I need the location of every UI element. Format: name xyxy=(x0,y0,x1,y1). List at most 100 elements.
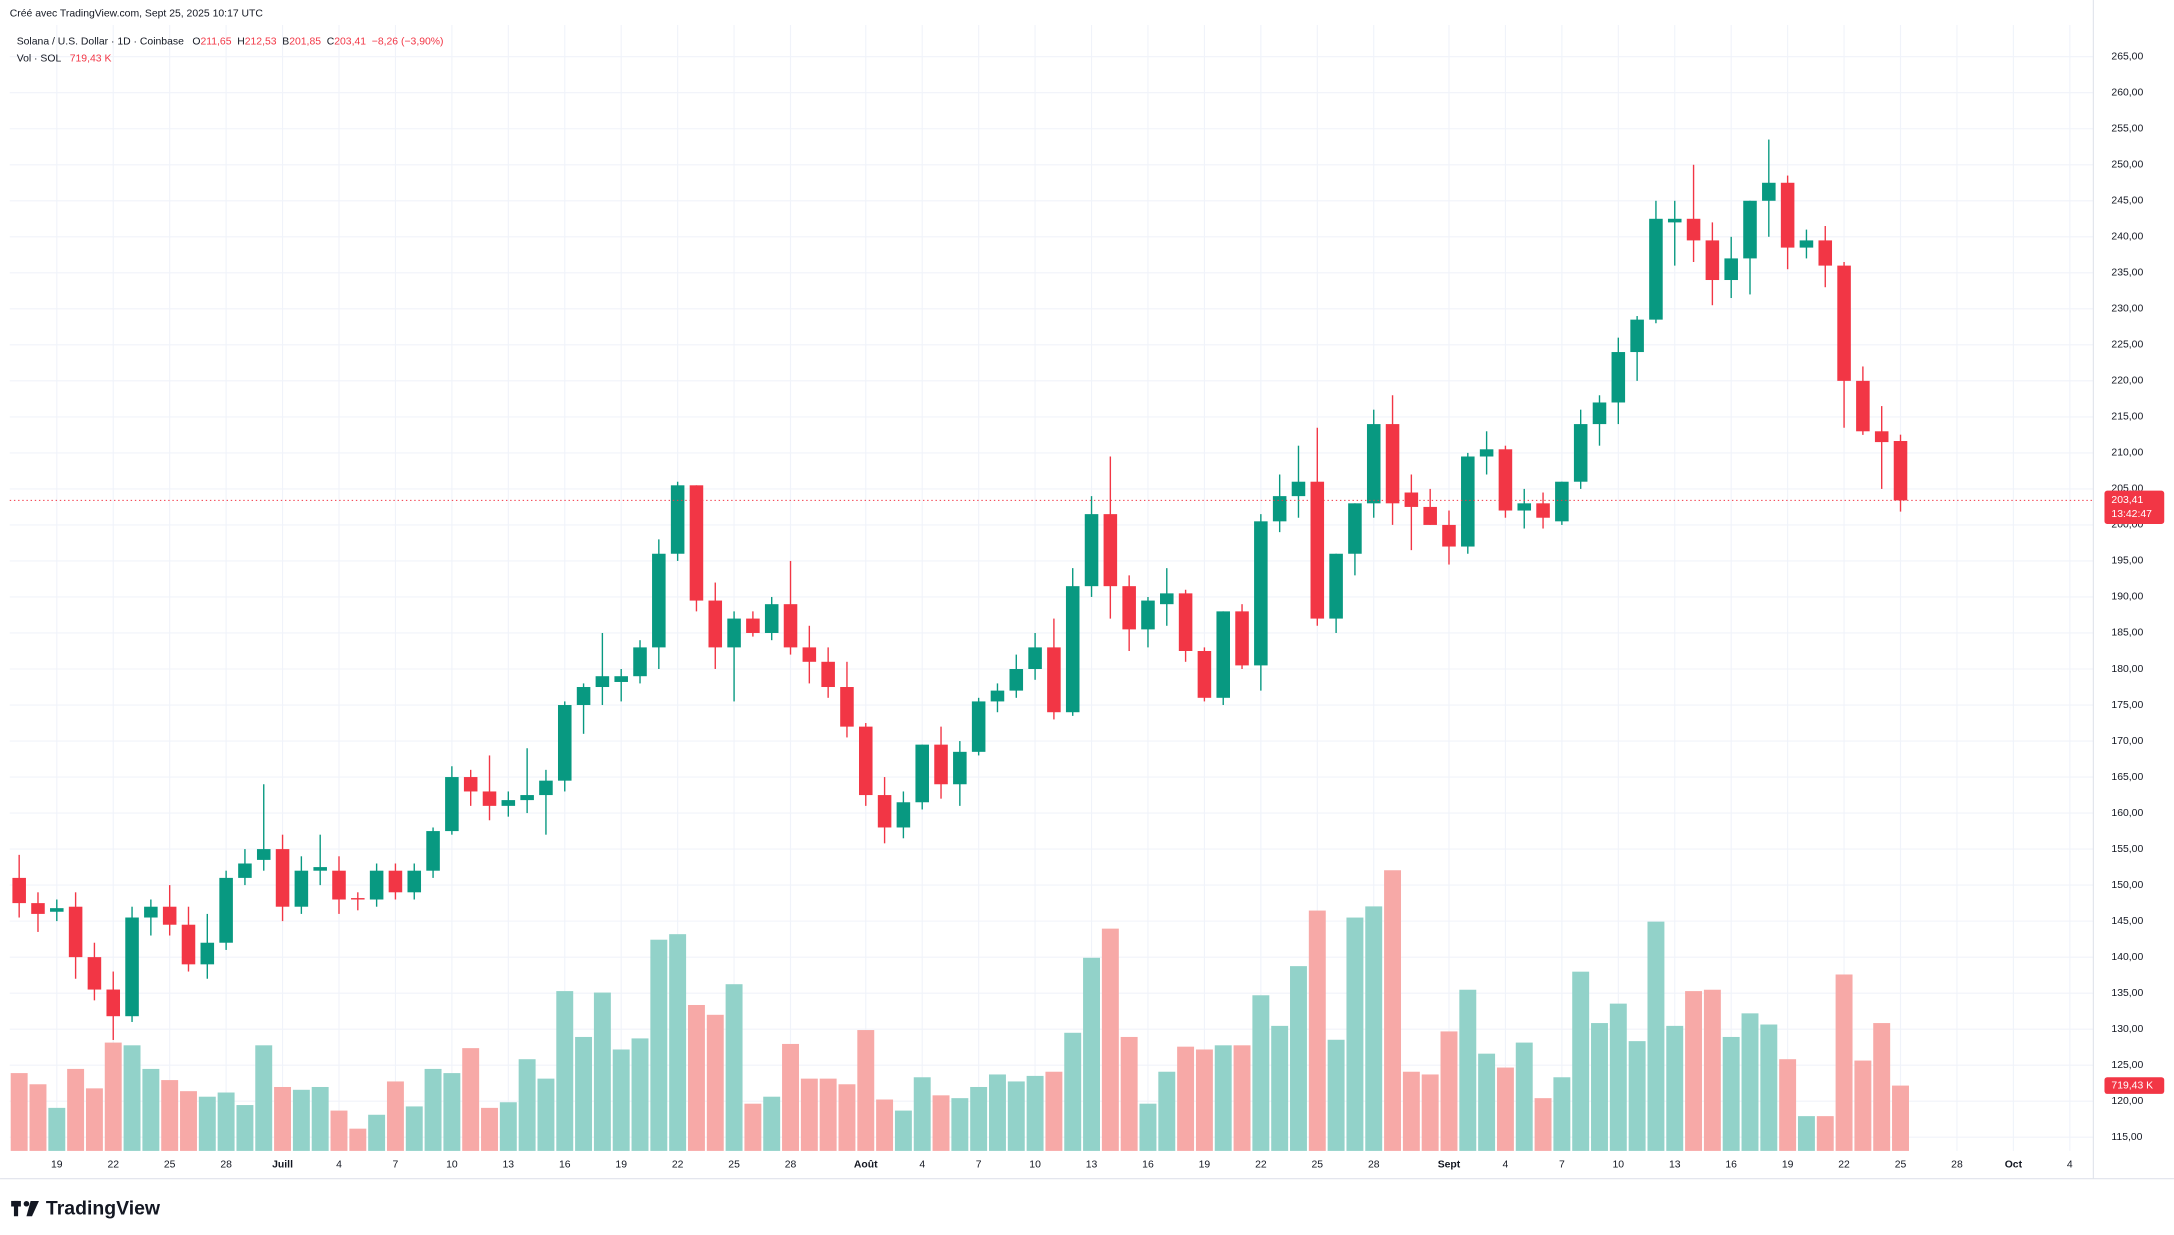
volume-bar xyxy=(1647,921,1665,1151)
volume-bar xyxy=(876,1099,894,1151)
x-tick-label: 19 xyxy=(51,1160,63,1171)
candle-body xyxy=(1047,647,1061,713)
candle-body xyxy=(896,802,911,828)
volume-bar xyxy=(819,1078,837,1151)
legend: Solana / U.S. Dollar · 1D · Coinbase O21… xyxy=(17,36,444,47)
candle-body xyxy=(426,831,440,871)
brand: TradingView xyxy=(46,1197,161,1219)
y-tick-label: 135,00 xyxy=(2111,988,2143,999)
candle-body xyxy=(1084,514,1099,587)
volume-bar xyxy=(537,1078,555,1151)
volume-bar xyxy=(1421,1074,1439,1151)
candle-body xyxy=(915,744,929,803)
volume-bar xyxy=(631,1038,649,1151)
volume-bar xyxy=(1346,917,1364,1151)
candle-body xyxy=(990,690,1005,702)
volume-bar xyxy=(462,1048,480,1151)
volume-bar xyxy=(1327,1039,1345,1151)
volume-bar xyxy=(1591,1023,1608,1151)
candle-body xyxy=(181,924,196,965)
volume-bar xyxy=(744,1103,762,1151)
candle-body xyxy=(219,877,233,943)
volume-bar xyxy=(1064,1032,1082,1151)
volume-bar xyxy=(405,1106,423,1151)
x-tick-label: 7 xyxy=(393,1160,399,1171)
volume-bar xyxy=(180,1091,197,1151)
created-note: Créé avec TradingView.com, Sept 25, 2025… xyxy=(10,9,264,20)
volume-bar xyxy=(1365,906,1383,1151)
candle-body xyxy=(1160,593,1174,605)
candle-body xyxy=(1536,503,1550,518)
candle-body xyxy=(463,777,478,792)
volume-bar xyxy=(161,1080,179,1151)
volume-bar xyxy=(1214,1045,1232,1151)
candle-body xyxy=(953,751,967,785)
candle-body xyxy=(614,676,628,682)
candle-body xyxy=(256,849,271,860)
y-tick-label: 230,00 xyxy=(2111,304,2143,315)
volume-name: Vol · SOL xyxy=(17,53,62,64)
volume-bar xyxy=(1760,1024,1778,1151)
y-tick-label: 155,00 xyxy=(2111,844,2143,855)
volume-bar xyxy=(10,1073,28,1151)
candle-body xyxy=(1630,319,1644,353)
candle-body xyxy=(652,553,666,648)
volume-bar xyxy=(67,1068,85,1151)
candle-body xyxy=(50,908,64,912)
y-tick-label: 140,00 xyxy=(2111,952,2143,963)
candle-body xyxy=(1461,456,1475,547)
y-tick-label: 130,00 xyxy=(2111,1024,2143,1035)
candle-body xyxy=(1197,650,1212,698)
y-tick-label: 175,00 xyxy=(2111,700,2143,711)
x-tick-label: 28 xyxy=(220,1160,232,1171)
x-tick-label: 13 xyxy=(1086,1160,1098,1171)
volume-bar xyxy=(1741,1013,1759,1151)
volume-bar xyxy=(1045,1071,1063,1151)
volume-bar xyxy=(142,1068,160,1151)
candle-body xyxy=(1856,380,1870,432)
candle-body xyxy=(1310,481,1325,619)
y-tick-label: 255,00 xyxy=(2111,123,2143,134)
change: −8,26 (−3,90%) xyxy=(372,36,444,47)
candle-body xyxy=(1686,218,1701,241)
volume-bar xyxy=(349,1128,367,1151)
candle-body xyxy=(106,989,121,1017)
volume-bar xyxy=(932,1095,950,1151)
volume-bar xyxy=(198,1096,216,1151)
y-tick-label: 165,00 xyxy=(2111,772,2143,783)
candle-body xyxy=(1141,600,1155,630)
volume-bar xyxy=(424,1068,442,1151)
x-tick-label: 28 xyxy=(785,1160,797,1171)
candle-body xyxy=(1649,218,1663,320)
candle-body xyxy=(1178,593,1193,651)
volume-bar xyxy=(85,1088,103,1151)
y-tick-label: 205,00 xyxy=(2111,484,2143,495)
volume-pane xyxy=(10,870,1909,1151)
candle-body xyxy=(1555,481,1569,522)
y-tick-label: 260,00 xyxy=(2111,87,2143,98)
candle-body xyxy=(125,917,139,1017)
candle-body xyxy=(708,600,723,648)
volume-bar xyxy=(1252,995,1270,1151)
y-tick-label: 200,00 xyxy=(2111,520,2143,531)
candle-body xyxy=(294,870,309,907)
y-tick-label: 125,00 xyxy=(2111,1060,2143,1071)
volume-bar xyxy=(499,1102,517,1151)
candle-body xyxy=(1423,506,1437,525)
x-tick-label: 10 xyxy=(1613,1160,1625,1171)
x-tick-label: 4 xyxy=(336,1160,342,1171)
volume-bar xyxy=(687,1004,705,1151)
volume-bar xyxy=(255,1045,273,1151)
candle-body xyxy=(313,867,327,871)
y-tick-label: 185,00 xyxy=(2111,628,2143,639)
candle-body xyxy=(12,877,26,904)
y-tick-label: 225,00 xyxy=(2111,340,2143,351)
volume-bar xyxy=(1572,971,1590,1151)
candles xyxy=(12,139,1908,1040)
volume-bar xyxy=(857,1030,875,1151)
ohlc-value: 203,41 xyxy=(334,36,366,47)
volume-bar xyxy=(443,1073,461,1151)
volume-bar xyxy=(330,1110,348,1151)
candle-body xyxy=(1216,611,1231,698)
x-tick-label: 13 xyxy=(1669,1160,1681,1171)
